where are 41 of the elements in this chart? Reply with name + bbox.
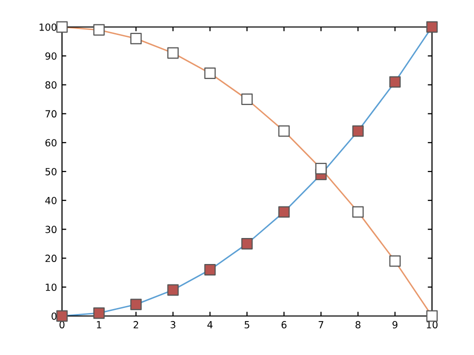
- point: [389, 76, 401, 88]
- point: [93, 307, 105, 319]
- y-tick-label: 10: [46, 284, 56, 291]
- point: [130, 32, 142, 44]
- y-tick-label: 60: [45, 139, 56, 146]
- y-tick-label: 70: [46, 110, 56, 118]
- x-tick-label: 8: [356, 321, 360, 328]
- y-tick-label: 30: [46, 226, 56, 234]
- point: [204, 68, 216, 79]
- y-tick-label: 90: [45, 52, 56, 60]
- point: [93, 24, 105, 36]
- y-tick-label: 0: [52, 312, 56, 320]
- point: [204, 264, 216, 276]
- x-tick-label: 6: [282, 321, 286, 328]
- point: [241, 94, 253, 105]
- x-tick-label: 5: [244, 321, 250, 328]
- x-tick-label: 9: [392, 321, 398, 328]
- point: [278, 206, 290, 218]
- x-tick-label: 4: [207, 321, 213, 328]
- point: [315, 162, 327, 174]
- x-tick-label: 3: [170, 321, 176, 328]
- point: [56, 21, 68, 33]
- point: [167, 47, 179, 59]
- y-tick-label: 100: [40, 23, 56, 31]
- point: [241, 238, 253, 250]
- y-tick-label: 80: [45, 81, 56, 89]
- x-tick-label: 7: [318, 321, 324, 328]
- y-tick-label: 40: [45, 196, 56, 204]
- point: [426, 310, 438, 322]
- y-tick-label: 20: [45, 254, 56, 262]
- point: [278, 125, 290, 137]
- x-tick-label: 1: [96, 321, 102, 328]
- point: [389, 255, 401, 267]
- point: [130, 298, 142, 310]
- point: [352, 206, 364, 218]
- point: [167, 284, 179, 296]
- x-tick-label: 2: [134, 321, 138, 328]
- y-tick-label: 50: [46, 168, 56, 176]
- point: [352, 125, 364, 137]
- point: [426, 21, 438, 33]
- point: [56, 310, 68, 322]
